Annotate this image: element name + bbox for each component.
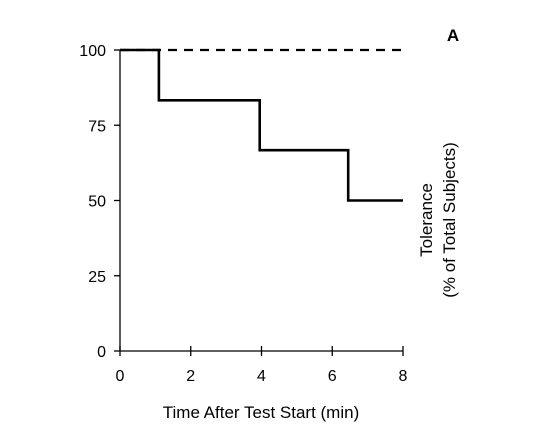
y-tick-label: 75 xyxy=(88,118,106,135)
y-tick-label: 50 xyxy=(88,194,106,211)
y-axis-title-line-1: Tolerance xyxy=(417,183,436,257)
x-tick-label: 4 xyxy=(257,368,266,385)
y-tick-label: 25 xyxy=(88,269,106,286)
x-tick-label: 2 xyxy=(186,368,195,385)
series-tolerance-step-line xyxy=(120,48,403,202)
y-axis-title-line-2: (% of Total Subjects) xyxy=(440,142,459,298)
x-tick-label: 6 xyxy=(328,368,337,385)
panel-label: A xyxy=(447,26,459,45)
y-tick-label: 100 xyxy=(79,43,106,60)
axes xyxy=(114,49,404,356)
x-tick-label: 0 xyxy=(116,368,125,385)
x-tick-label: 8 xyxy=(399,368,408,385)
x-axis-title: Time After Test Start (min) xyxy=(163,403,360,422)
labels: A Time After Test Start (min) Tolerance … xyxy=(79,26,459,422)
series xyxy=(120,48,403,202)
y-tick-label: 0 xyxy=(97,344,106,361)
